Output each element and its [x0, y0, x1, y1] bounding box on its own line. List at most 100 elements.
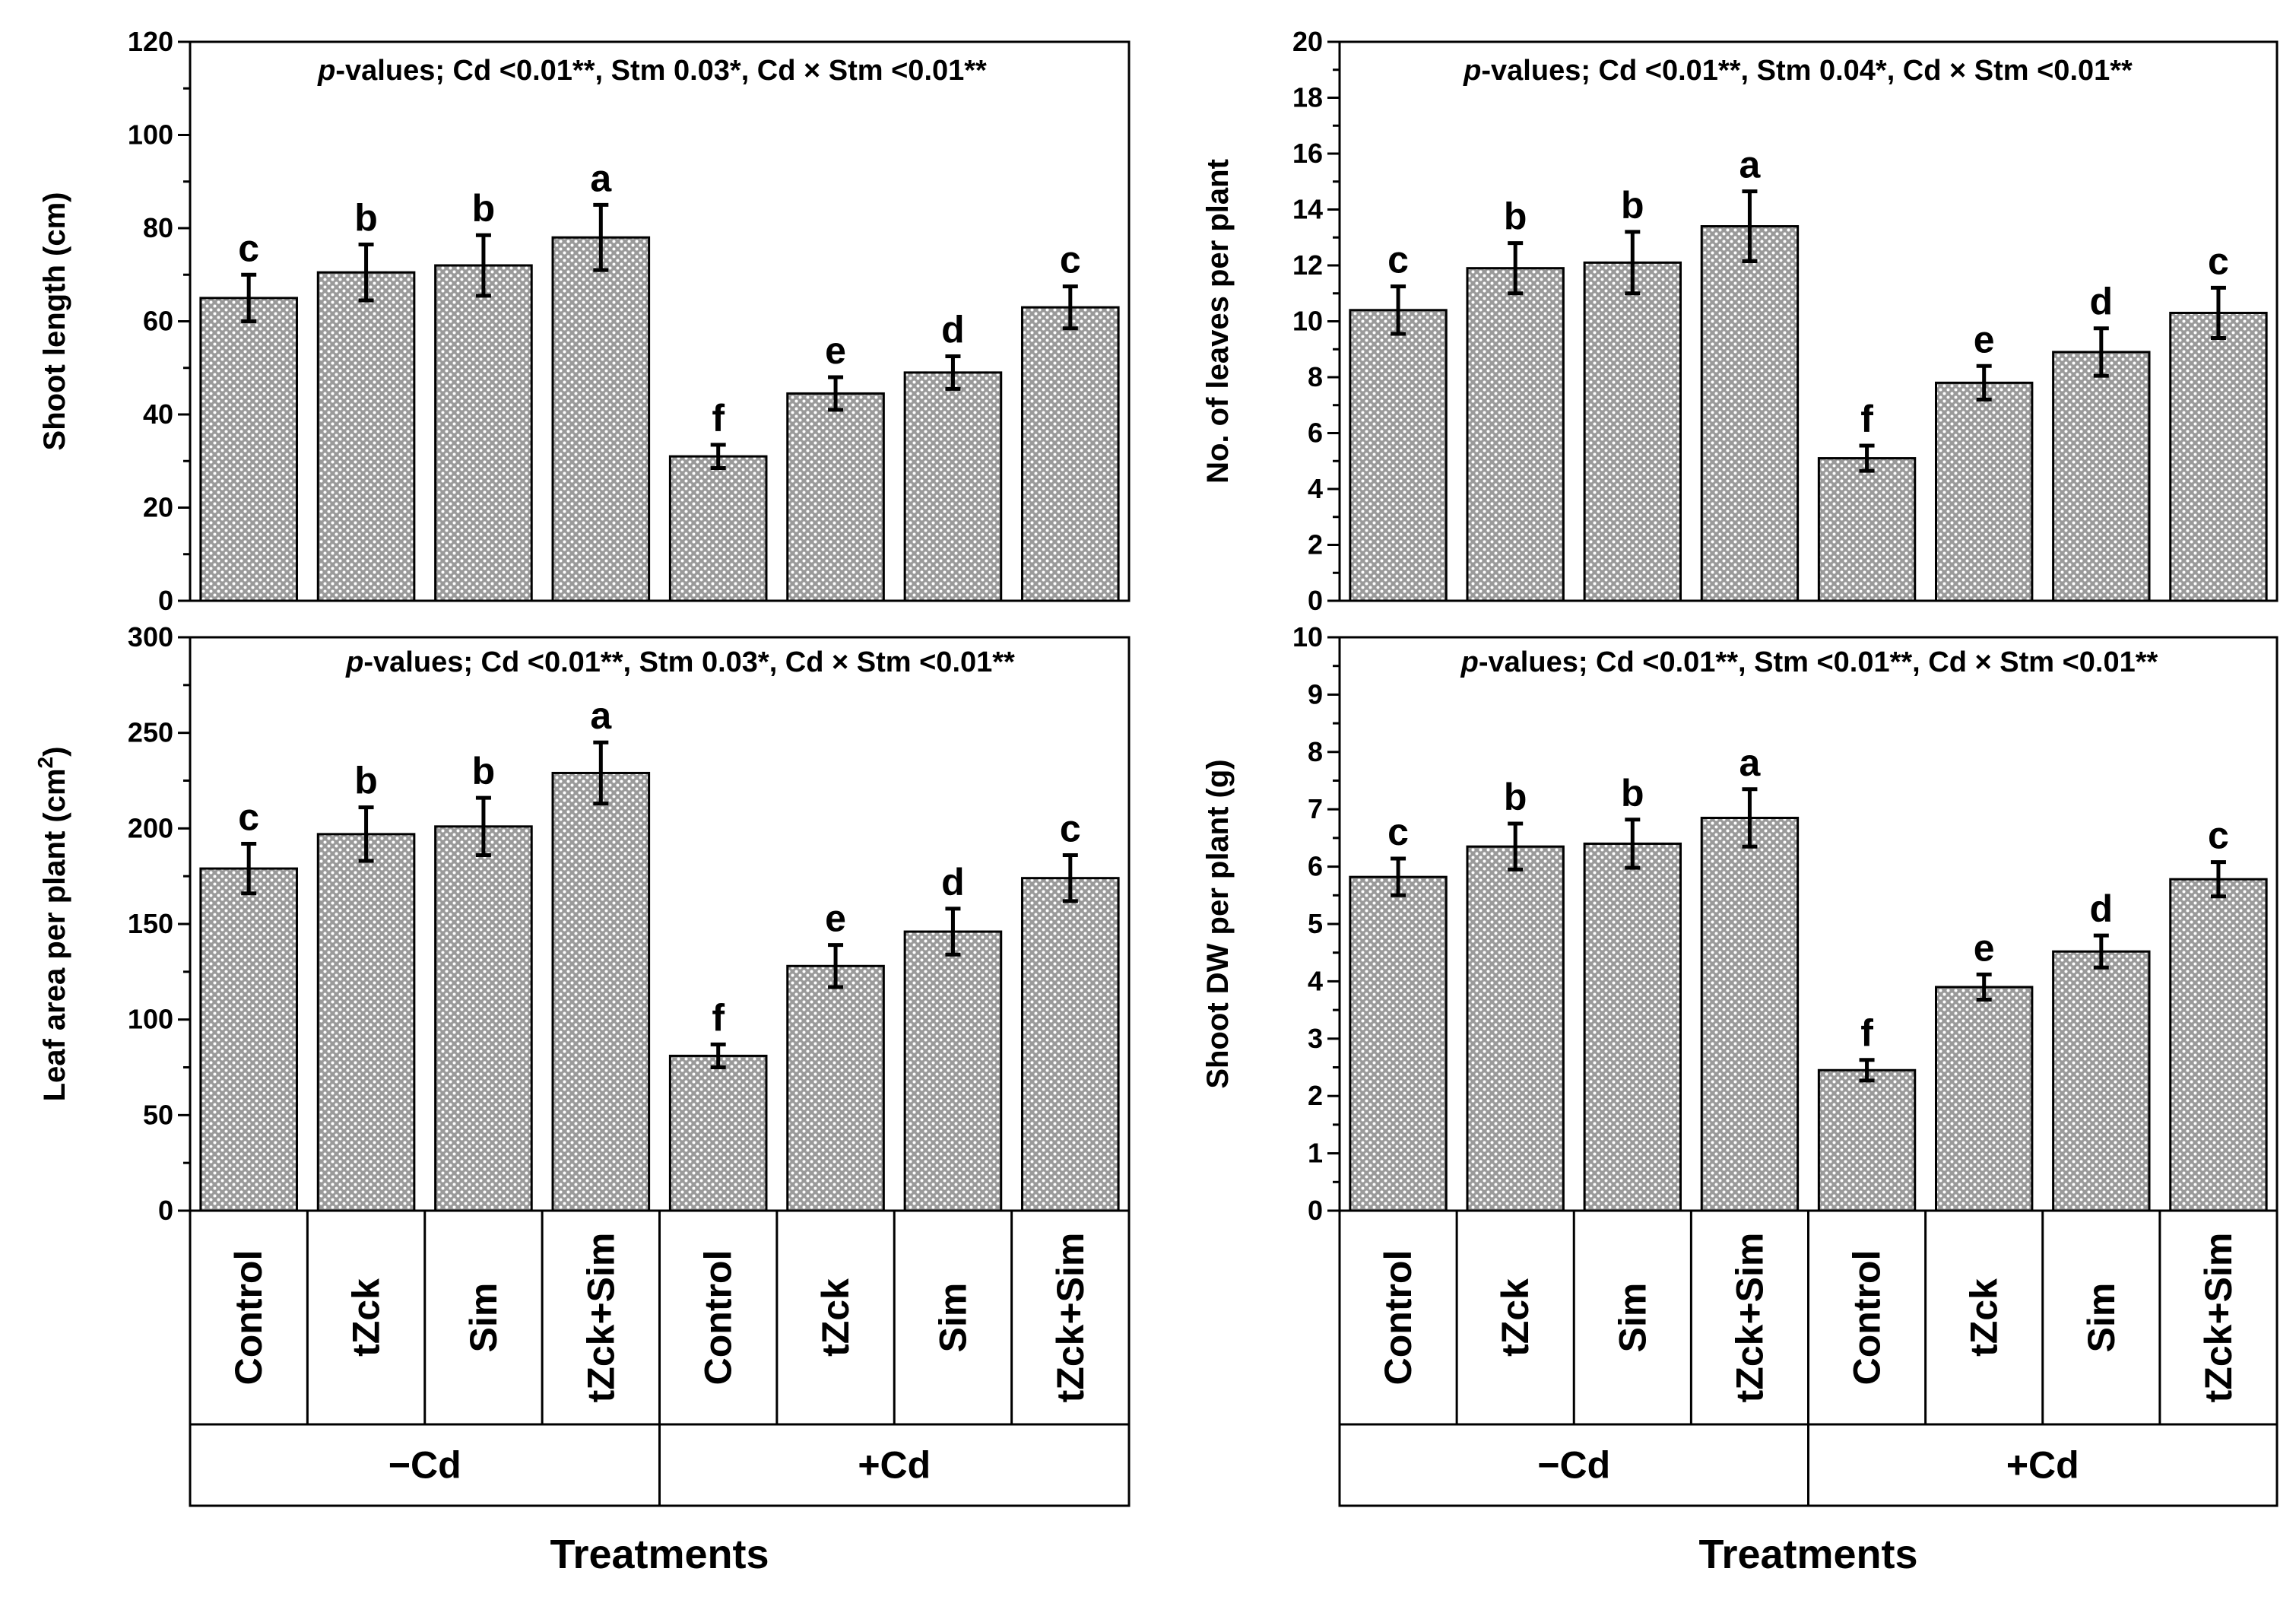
significance-letter: e	[825, 329, 846, 372]
y-axis-title: Leaf area per plant (cm2)	[33, 747, 71, 1102]
significance-letter: d	[941, 861, 965, 903]
significance-letter: b	[472, 187, 496, 230]
x-category-label: Control	[227, 1250, 270, 1386]
y-axis-title-text: Shoot DW per plant (g)	[1201, 759, 1235, 1088]
significance-letter: f	[1860, 398, 1873, 440]
significance-letter: b	[354, 760, 378, 802]
y-tick-label: 200	[128, 812, 173, 843]
y-tick-label: 150	[128, 908, 173, 939]
y-tick-label: 40	[143, 398, 173, 430]
bar	[551, 771, 651, 1212]
y-tick-label: 20	[143, 492, 173, 523]
significance-letter: b	[1621, 772, 1644, 814]
y-tick-label: 0	[158, 1195, 173, 1226]
y-tick-label: 16	[1292, 138, 1323, 169]
chart-panel-2: 0 2 4 6 8 10 12 14 16 18 20 No. of leaves per plant…	[1201, 26, 2279, 616]
y-tick-label: 18	[1292, 82, 1323, 113]
y-tick-label: 10	[1292, 621, 1323, 652]
chart-panel-3: 0 50 100 150 200 250 300 Leaf area per plant (c…	[33, 621, 1131, 1226]
p-values-text: -values; Cd <0.01**, Stm 0.04*, Cd × Stm…	[1481, 55, 2133, 87]
y-tick-label: 7	[1308, 793, 1323, 824]
y-tick-label: 12	[1292, 249, 1323, 281]
p-values-prefix: p	[1460, 646, 1479, 678]
bar	[1466, 845, 1565, 1212]
significance-letter: b	[354, 196, 378, 239]
significance-letter: a	[1739, 144, 1762, 186]
significance-letter: d	[941, 308, 965, 351]
p-values-text: -values; Cd <0.01**, Stm <0.01**, Cd × S…	[1479, 646, 2158, 678]
y-tick-label: 250	[128, 717, 173, 748]
significance-letter: f	[1860, 1012, 1873, 1055]
bar	[434, 825, 533, 1212]
y-tick-label: 60	[143, 306, 173, 337]
bar	[668, 1054, 768, 1212]
bar	[1466, 267, 1565, 602]
y-axis-title: Shoot length (cm)	[38, 192, 71, 451]
significance-letter: e	[1974, 926, 1995, 969]
x-group-label: +Cd	[2006, 1444, 2079, 1487]
bar	[786, 392, 885, 602]
significance-letter: b	[1621, 184, 1644, 227]
p-values-text: -values; Cd <0.01**, Stm 0.03*, Cd × Stm…	[363, 646, 1015, 678]
bar	[1349, 875, 1448, 1212]
bar	[1817, 1068, 1917, 1212]
y-tick-label: 5	[1308, 908, 1323, 939]
significance-letter: b	[472, 750, 496, 792]
bar	[2169, 311, 2268, 602]
y-axis-title-text: No. of leaves per plant	[1201, 159, 1235, 484]
y-tick-label: 6	[1308, 418, 1323, 449]
x-category-label: Sim	[462, 1283, 505, 1353]
y-axis-title-text: Shoot length (cm)	[38, 192, 71, 451]
y-tick-label: 14	[1292, 194, 1323, 225]
bar	[316, 271, 416, 602]
y-tick-label: 1	[1308, 1138, 1323, 1169]
bar	[1700, 817, 1800, 1212]
x-category-label: tZck+Sim	[1049, 1233, 1092, 1403]
x-category-label: Control	[1846, 1250, 1888, 1386]
y-axis-title: Shoot DW per plant (g)	[1201, 759, 1235, 1088]
x-group-label: +Cd	[858, 1444, 931, 1487]
chart-panel-1: 0 20 40 60 80 100 120 Shoot length (cm) p-values…	[38, 26, 1131, 616]
x-axis-title: Treatments	[1698, 1532, 1917, 1577]
y-tick-label: 8	[1308, 361, 1323, 392]
y-tick-label: 9	[1308, 678, 1323, 710]
x-category-label: Sim	[931, 1283, 974, 1353]
significance-letter: c	[1387, 811, 1409, 853]
y-tick-label: 6	[1308, 851, 1323, 882]
y-axis-title-superscript: 2	[33, 757, 57, 769]
y-tick-label: 0	[1308, 1195, 1323, 1226]
bar	[1583, 261, 1682, 602]
bar	[434, 264, 533, 602]
bar	[903, 930, 1003, 1212]
x-category-label: tZck	[345, 1278, 388, 1357]
x-category-label: Sim	[2080, 1283, 2123, 1353]
significance-letter: a	[590, 694, 612, 737]
bar	[2052, 351, 2151, 602]
bar	[1700, 225, 1800, 602]
y-tick-label: 300	[128, 621, 173, 652]
significance-letter: d	[2090, 281, 2114, 323]
p-values-annotation: p-values; Cd <0.01**, Stm 0.03*, Cd × St…	[317, 55, 987, 87]
significance-letter: f	[712, 996, 725, 1039]
x-axis-title: Treatments	[550, 1532, 769, 1577]
y-tick-label: 4	[1308, 473, 1323, 504]
y-tick-label: 100	[128, 1004, 173, 1035]
x-group-label: −Cd	[388, 1444, 461, 1487]
x-category-table-2: Control tZck Sim tZck+Sim Control tZck Sim tZck…	[1338, 1209, 2279, 1577]
bar	[2052, 950, 2151, 1212]
significance-letter: a	[1739, 741, 1762, 784]
significance-letter: c	[238, 795, 259, 838]
x-category-label: Control	[697, 1250, 740, 1386]
x-category-label: tZck	[1494, 1278, 1536, 1357]
significance-letter: c	[1060, 239, 1081, 281]
x-category-label: tZck	[1963, 1278, 2006, 1357]
significance-letter: c	[2208, 240, 2229, 282]
significance-letter: c	[1060, 808, 1081, 850]
bar	[1021, 306, 1120, 602]
y-tick-label: 50	[143, 1099, 173, 1130]
p-values-prefix: p	[317, 55, 335, 87]
y-tick-label: 100	[128, 119, 173, 151]
significance-letter: d	[2090, 887, 2114, 930]
significance-letter: b	[1504, 195, 1527, 238]
bar	[1817, 457, 1917, 602]
